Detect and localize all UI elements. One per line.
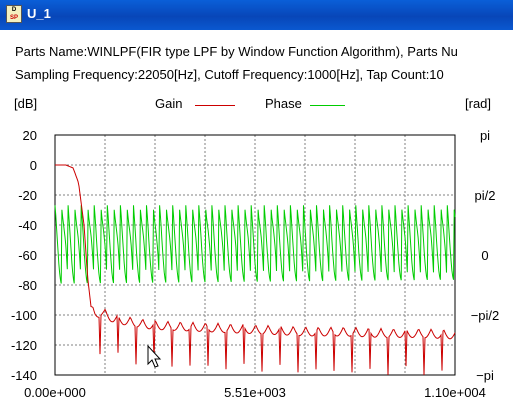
x-axis-tick-label: 5.51e+003: [224, 385, 286, 400]
mouse-cursor-icon: [147, 344, 162, 368]
left-axis-tick-label: -60: [18, 248, 37, 263]
left-axis-tick-label: -120: [11, 338, 37, 353]
parts-name-info: Parts Name:WINLPF(FIR type LPF by Window…: [15, 44, 458, 59]
frequency-response-chart: 20 0 -20 -40 -60 -80 -100 -120 -140 pi pi/2 0 −pi/2…: [11, 128, 500, 400]
right-axis-tick-label: pi: [480, 128, 490, 143]
phase-series-line: [54, 205, 456, 284]
sampling-info: Sampling Frequency:22050[Hz], Cutoff Fre…: [15, 67, 444, 82]
plot-frame: [54, 134, 456, 376]
right-axis-tick-label: −pi/2: [471, 308, 500, 323]
legend-phase-label: Phase: [265, 96, 302, 111]
left-axis-tick-label: 0: [30, 158, 37, 173]
right-axis-tick-label: pi/2: [475, 188, 496, 203]
left-axis-tick-label: -80: [18, 278, 37, 293]
left-axis-tick-label: -40: [18, 218, 37, 233]
right-axis-unit: [rad]: [465, 96, 492, 111]
right-axis-tick-label: 0: [481, 248, 488, 263]
right-axis-tick-label: −pi: [476, 368, 494, 383]
gain-series-line: [55, 164, 456, 376]
window-client-area: Parts Name:WINLPF(FIR type LPF by Window…: [0, 30, 513, 410]
x-axis-tick-label: 0.00e+000: [24, 385, 86, 400]
dsp-app-icon[interactable]: D SP: [6, 5, 22, 23]
left-axis-tick-label: -100: [11, 308, 37, 323]
legend-gain-line: [195, 105, 235, 106]
legend-gain-label: Gain: [155, 96, 183, 111]
x-axis-tick-label: 1.10e+004: [424, 385, 486, 400]
title-bar[interactable]: D SP U_1: [0, 0, 513, 30]
left-axis-tick-label: -140: [11, 368, 37, 383]
legend-phase-line: [310, 105, 345, 106]
left-axis-unit: [dB]: [14, 96, 38, 111]
window-title: U_1: [27, 6, 51, 21]
left-axis-tick-label: -20: [18, 188, 37, 203]
left-axis-tick-label: 20: [23, 128, 37, 143]
